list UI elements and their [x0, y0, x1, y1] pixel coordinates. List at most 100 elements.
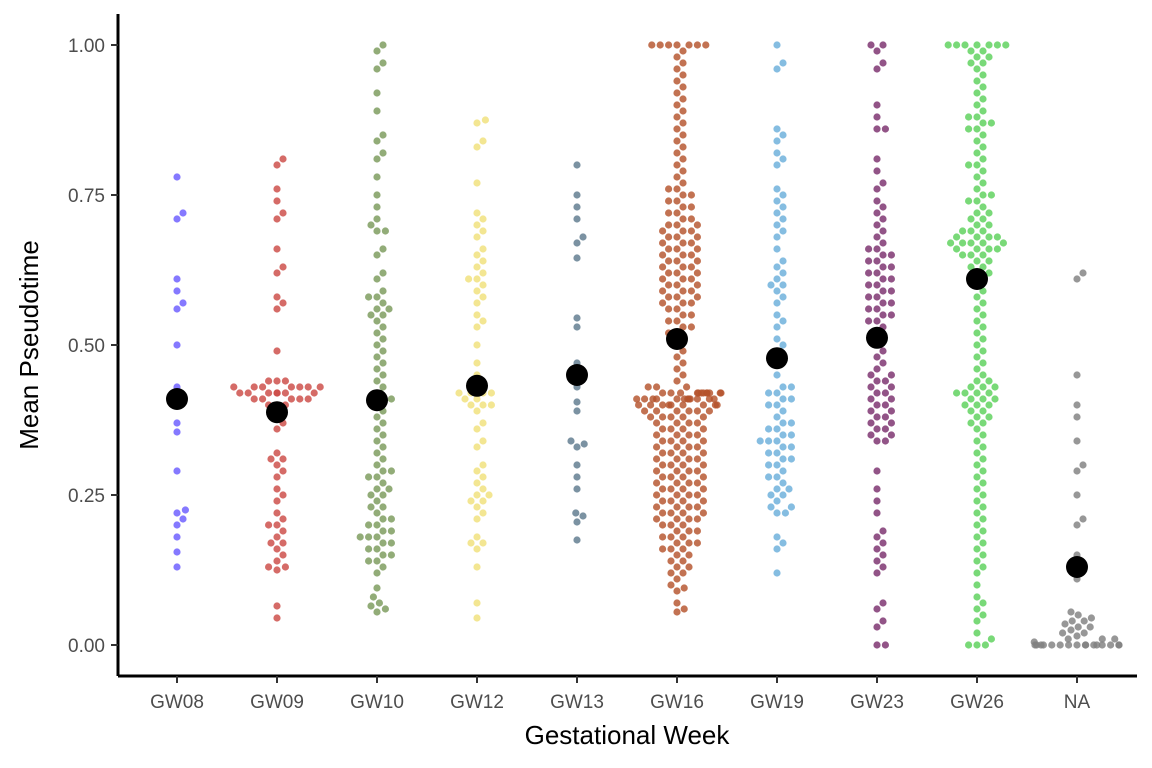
data-point — [685, 503, 692, 510]
data-point — [173, 173, 180, 180]
data-point — [479, 539, 486, 546]
data-point — [700, 509, 707, 516]
data-point — [455, 389, 462, 396]
data-point — [773, 65, 780, 72]
data-point — [679, 545, 686, 552]
data-point — [773, 161, 780, 168]
data-point — [573, 518, 580, 525]
data-point — [665, 281, 672, 288]
data-point — [373, 329, 380, 336]
data-point — [979, 431, 986, 438]
data-point — [1073, 641, 1080, 648]
data-point — [667, 485, 674, 492]
data-point — [873, 401, 880, 408]
data-point — [865, 305, 872, 312]
data-point — [673, 161, 680, 168]
data-point — [1073, 401, 1080, 408]
data-point — [967, 215, 974, 222]
mean-marker — [766, 347, 788, 369]
data-point — [653, 419, 660, 426]
data-point — [473, 533, 480, 540]
data-point — [653, 479, 660, 486]
data-point — [379, 431, 386, 438]
data-point — [179, 515, 186, 522]
data-point — [1069, 617, 1076, 624]
data-point — [867, 419, 874, 426]
data-point — [479, 497, 486, 504]
data-point — [973, 41, 980, 48]
data-point — [1079, 461, 1086, 468]
data-point — [679, 263, 686, 270]
data-point — [373, 365, 380, 372]
data-point — [873, 641, 880, 648]
data-point — [673, 245, 680, 252]
data-point — [788, 443, 795, 450]
data-point — [279, 491, 286, 498]
data-point — [665, 209, 672, 216]
data-point — [467, 539, 474, 546]
data-point — [979, 239, 986, 246]
x-tick-label: GW08 — [150, 692, 204, 713]
data-point — [379, 503, 386, 510]
data-point — [788, 431, 795, 438]
data-point — [979, 539, 986, 546]
data-point — [688, 215, 695, 222]
data-point — [873, 197, 880, 204]
data-point — [279, 551, 286, 558]
data-point — [965, 125, 972, 132]
data-point — [694, 221, 701, 228]
data-point — [694, 281, 701, 288]
data-point — [382, 227, 389, 234]
data-point — [873, 113, 880, 120]
data-point — [273, 473, 280, 480]
data-point — [967, 251, 974, 258]
data-point — [667, 437, 674, 444]
data-point — [788, 503, 795, 510]
data-point — [967, 239, 974, 246]
data-point — [961, 389, 968, 396]
data-point — [673, 491, 680, 498]
data-point — [773, 221, 780, 228]
data-point — [365, 521, 372, 528]
data-point — [473, 425, 480, 432]
data-point — [757, 437, 764, 444]
data-point — [1087, 623, 1094, 630]
data-point — [679, 533, 686, 540]
data-point — [679, 239, 686, 246]
data-point — [779, 191, 786, 198]
data-point — [679, 95, 686, 102]
data-point — [373, 353, 380, 360]
data-point — [879, 239, 886, 246]
data-point — [779, 341, 786, 348]
data-point — [279, 263, 286, 270]
data-point — [779, 479, 786, 486]
data-point — [679, 203, 686, 210]
data-point — [888, 299, 895, 306]
data-point — [779, 491, 786, 498]
data-point — [305, 383, 312, 390]
data-point — [279, 515, 286, 522]
y-tick-label: 0.25 — [68, 486, 105, 507]
data-point — [667, 521, 674, 528]
data-point — [700, 425, 707, 432]
data-point — [888, 431, 895, 438]
data-point — [773, 401, 780, 408]
data-point — [873, 605, 880, 612]
x-tick-label: GW10 — [350, 692, 404, 713]
data-point — [379, 455, 386, 462]
y-tick-label: 0.00 — [68, 636, 105, 657]
data-point — [879, 563, 886, 570]
data-point — [367, 503, 374, 510]
data-point — [173, 521, 180, 528]
data-point — [673, 515, 680, 522]
data-point — [473, 179, 480, 186]
data-point — [991, 383, 998, 390]
data-point — [979, 599, 986, 606]
data-point — [979, 131, 986, 138]
data-point — [888, 371, 895, 378]
data-point — [373, 341, 380, 348]
data-point — [1081, 617, 1088, 624]
mean-marker — [166, 388, 188, 410]
data-point — [985, 221, 992, 228]
data-point — [679, 167, 686, 174]
